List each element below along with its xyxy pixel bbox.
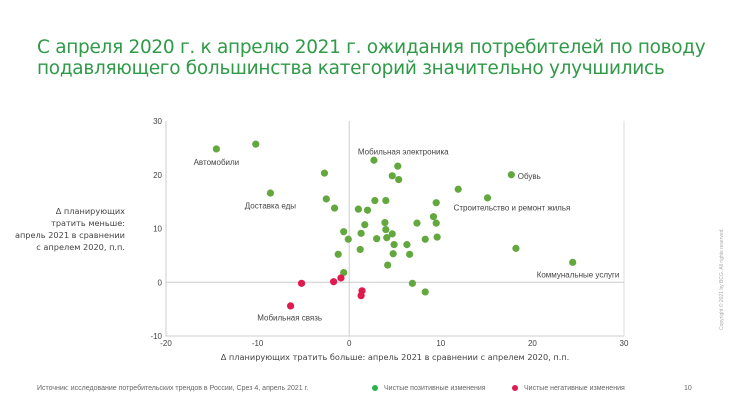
positive-point xyxy=(383,234,391,242)
y-tick-label: -10 xyxy=(150,332,162,341)
source-note: Источник: исследование потребительских т… xyxy=(37,385,309,392)
x-axis-label: Δ планирующих тратить больше: апрель 202… xyxy=(220,352,570,362)
positive-point xyxy=(370,156,378,164)
positive-point xyxy=(340,228,348,236)
positive-point xyxy=(382,196,390,205)
positive-point xyxy=(389,250,397,258)
y-tick-label: 30 xyxy=(153,117,162,126)
annotation-label: Мобильная электроника xyxy=(358,148,449,157)
y-axis-label-line: тратить меньше: xyxy=(51,218,125,228)
copyright: Copyright © 2021 by BCG. All rights rese… xyxy=(719,228,725,330)
x-tick-label: 10 xyxy=(436,339,445,348)
positive-point xyxy=(371,196,379,205)
annotation-label: Автомобили xyxy=(194,158,240,167)
negative-point xyxy=(357,292,365,300)
positive-point xyxy=(390,241,398,249)
negative-point xyxy=(330,278,338,286)
positive-point xyxy=(408,279,417,287)
positive-point xyxy=(421,288,429,296)
positive-point xyxy=(429,213,438,221)
legend-negative-dot-icon xyxy=(512,385,518,392)
legend-negative-label: Чистые негативные изменения xyxy=(524,385,625,392)
positive-point xyxy=(395,175,403,184)
legend-positive: Чистые позитивные изменения xyxy=(372,385,486,392)
positive-point xyxy=(356,245,364,254)
positive-point xyxy=(394,162,402,170)
positive-point xyxy=(388,172,396,180)
x-tick-label: -10 xyxy=(252,339,264,348)
positive-point xyxy=(507,171,515,179)
y-tick-label: 0 xyxy=(158,278,163,287)
positive-point xyxy=(433,233,441,241)
y-tick-label: 10 xyxy=(153,225,162,234)
positive-point xyxy=(344,235,352,243)
positive-point xyxy=(512,244,520,252)
positive-point xyxy=(373,235,381,243)
x-tick-label: 0 xyxy=(347,339,352,348)
positive-point xyxy=(388,230,396,238)
annotation-label: Строительство и ремонт жилья xyxy=(454,204,571,213)
positive-point xyxy=(340,268,348,277)
annotation-label: Обувь xyxy=(518,172,541,181)
legend-positive-label: Чистые позитивные изменения xyxy=(384,385,486,392)
positive-point xyxy=(322,195,330,203)
positive-point xyxy=(212,145,220,153)
positive-point xyxy=(406,250,414,258)
legend-positive-dot-icon xyxy=(372,385,378,392)
page-title: С апреля 2020 г. к апрелю 2021 г. ожидан… xyxy=(37,37,706,79)
positive-point xyxy=(432,219,440,227)
annotation-label: Коммунальные услуги xyxy=(537,271,620,280)
y-axis-label-line: с апрелем 2020, п.п. xyxy=(36,242,125,252)
negative-point xyxy=(286,302,295,310)
annotation-label: Доставка еды xyxy=(245,201,297,210)
positive-point xyxy=(483,194,492,202)
positive-point xyxy=(266,189,275,197)
positive-point xyxy=(432,199,440,207)
positive-point xyxy=(330,204,339,212)
positive-point xyxy=(354,205,362,213)
positive-point xyxy=(361,221,369,229)
positive-point xyxy=(413,219,421,227)
positive-point xyxy=(403,241,411,249)
y-tick-label: 20 xyxy=(153,171,162,180)
negative-point xyxy=(297,279,306,287)
positive-point xyxy=(569,258,577,266)
y-axis-label-line: апрель 2021 в сравнении xyxy=(14,230,125,240)
negative-point xyxy=(337,274,345,282)
positive-point xyxy=(384,261,392,269)
x-tick-label: -20 xyxy=(160,339,172,348)
positive-point xyxy=(334,250,342,258)
positive-point xyxy=(421,235,429,243)
legend-negative: Чистые негативные изменения xyxy=(512,385,625,392)
y-axis-label-line: Δ планирующих xyxy=(55,206,125,216)
positive-point xyxy=(357,229,365,237)
positive-point xyxy=(363,206,372,214)
positive-point xyxy=(454,185,462,193)
x-tick-label: 30 xyxy=(620,339,629,348)
x-tick-label: 20 xyxy=(528,339,537,348)
positive-point xyxy=(382,225,390,234)
page-number: 10 xyxy=(684,385,692,392)
annotation-label: Мобильная связь xyxy=(257,314,322,323)
positive-point xyxy=(252,140,260,148)
y-axis-label: Δ планирующих тратить меньше: апрель 202… xyxy=(10,205,125,253)
positive-point xyxy=(320,169,329,177)
positive-point xyxy=(381,218,389,227)
